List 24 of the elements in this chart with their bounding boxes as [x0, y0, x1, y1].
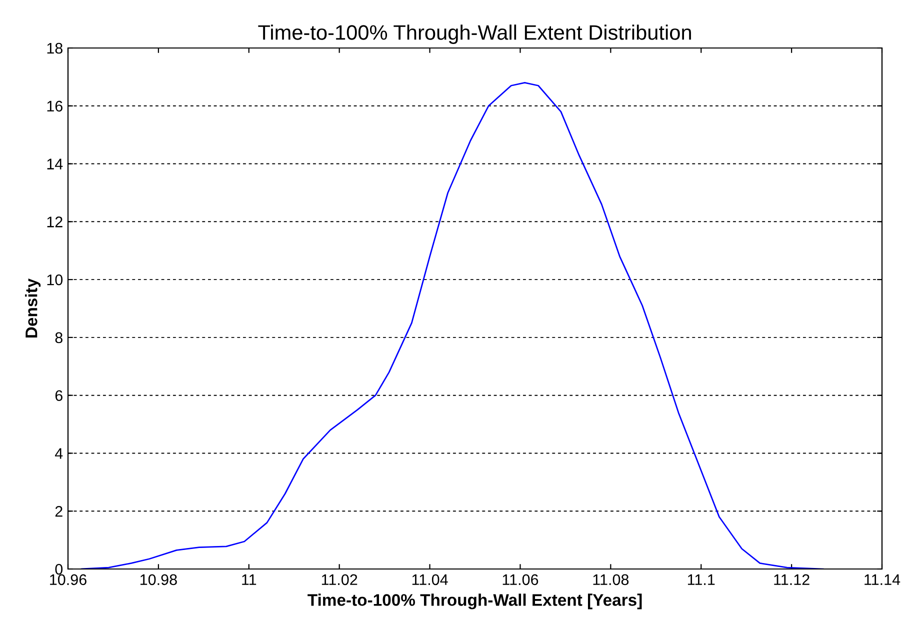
chart-title: Time-to-100% Through-Wall Extent Distribution — [258, 24, 691, 44]
x-tick-label: 10.96 — [50, 574, 86, 586]
y-axis-title: Density — [25, 278, 41, 338]
x-tick-label: 10.98 — [140, 574, 177, 586]
y-tick-label: 18 — [47, 42, 62, 54]
x-tick-label: 11 — [242, 574, 256, 585]
y-tick-label: 2 — [55, 506, 62, 517]
x-tick-label: 11.08 — [593, 574, 629, 586]
x-tick-label: 11.04 — [412, 574, 448, 586]
y-tick-label: 0 — [55, 564, 63, 575]
x-tick-label: 11.1 — [688, 574, 715, 585]
y-tick-label: 16 — [47, 100, 62, 112]
x-tick-label: 11.06 — [502, 574, 538, 586]
y-tick-label: 6 — [55, 390, 62, 402]
x-tick-label: 11.14 — [864, 574, 900, 585]
x-tick-label: 11.02 — [322, 574, 358, 586]
x-tick-label: 11.12 — [774, 574, 810, 585]
y-tick-label: 4 — [54, 448, 63, 459]
y-tick-label: 14 — [47, 158, 63, 170]
y-tick-label: 8 — [55, 332, 62, 344]
x-axis-title: Time-to-100% Through-Wall Extent [Years] — [308, 594, 642, 610]
y-tick-label: 10 — [47, 274, 63, 286]
y-tick-label: 12 — [47, 216, 62, 228]
line-series — [80, 82, 824, 569]
